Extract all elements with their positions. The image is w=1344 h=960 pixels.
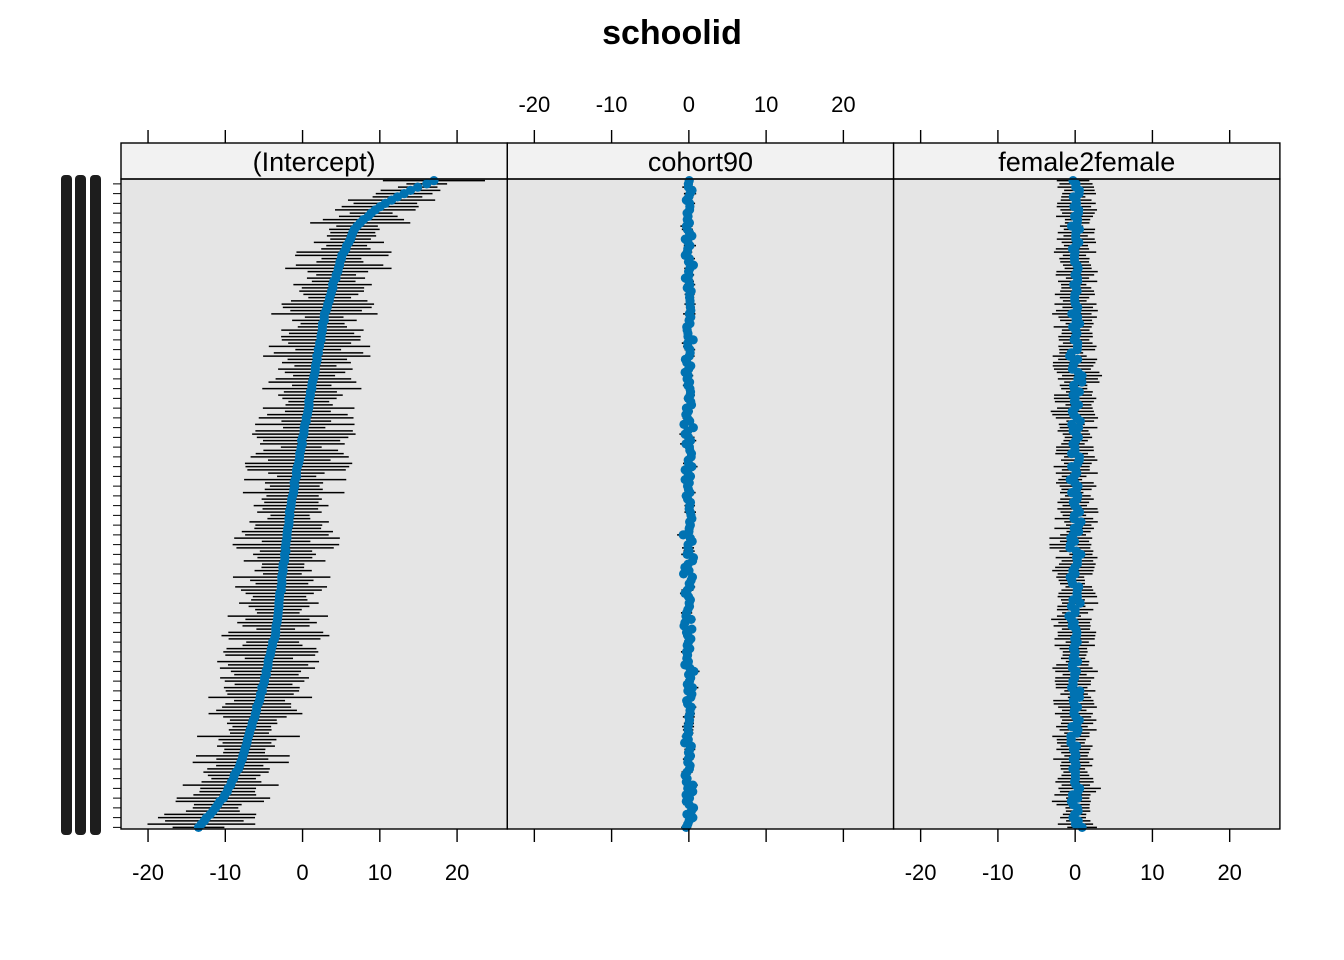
strip <box>120 142 508 180</box>
schoolid-label-band <box>61 175 72 835</box>
panel-2: cohort90 -20 -10 0 10 20 <box>506 92 895 842</box>
point <box>422 179 432 189</box>
point <box>684 176 694 186</box>
strip-label: female2female <box>998 147 1175 177</box>
point <box>1067 419 1077 429</box>
panel-background <box>507 179 894 829</box>
point <box>1076 517 1086 527</box>
tick-label: -20 <box>518 92 550 117</box>
point <box>1073 354 1083 364</box>
tick-label: 0 <box>296 860 308 885</box>
tick-label: 20 <box>831 92 855 117</box>
panel-background <box>893 179 1280 829</box>
point <box>1075 686 1085 696</box>
panels: (Intercept) -20 -10 0 10 20 cohort90 -20 -10 0 10 2… <box>120 92 1281 885</box>
schoolid-label-band <box>75 175 86 835</box>
tick-label: 0 <box>1069 860 1081 885</box>
points <box>1064 176 1087 832</box>
tick-label: -10 <box>982 860 1014 885</box>
tick-label: -20 <box>905 860 937 885</box>
strip <box>892 142 1281 180</box>
strip-label: (Intercept) <box>253 147 376 177</box>
point <box>1068 176 1078 186</box>
tick-label: 10 <box>1140 860 1164 885</box>
panel-border <box>892 178 1281 830</box>
tick-label: -20 <box>132 860 164 885</box>
point <box>413 182 423 192</box>
strip <box>506 142 895 180</box>
point <box>1074 452 1085 462</box>
schoolid-label-band <box>90 175 101 835</box>
panel-1: (Intercept) -20 -10 0 10 20 <box>120 130 508 885</box>
point <box>429 176 439 186</box>
points <box>678 176 699 832</box>
point <box>405 185 416 195</box>
points <box>193 176 439 832</box>
tick-label: 20 <box>1217 860 1241 885</box>
strip-label: cohort90 <box>648 147 753 177</box>
tick-label: -10 <box>596 92 628 117</box>
point <box>687 624 697 634</box>
tick-label: 10 <box>754 92 778 117</box>
schoolid-tick-labels <box>61 175 121 835</box>
point <box>1068 380 1079 390</box>
panel-3: female2female -20 -10 0 10 20 <box>892 130 1281 885</box>
tick-label: -10 <box>209 860 241 885</box>
tick-label: 20 <box>445 860 469 885</box>
tick-label: 0 <box>683 92 695 117</box>
chart-title: schoolid <box>602 14 742 52</box>
tick-label: 10 <box>368 860 392 885</box>
panel-background <box>121 179 508 829</box>
